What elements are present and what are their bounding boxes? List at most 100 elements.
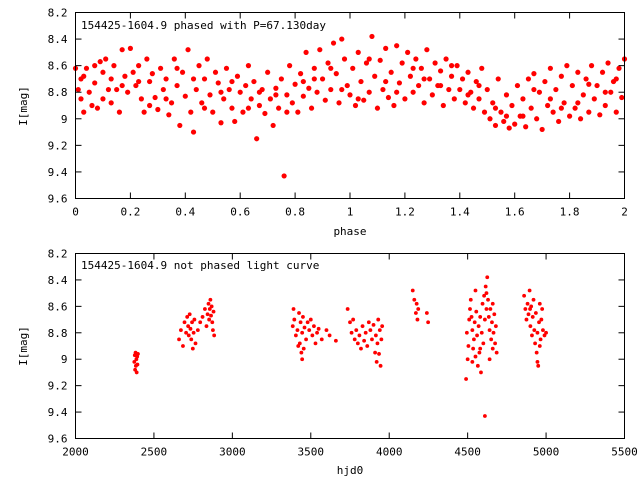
phased-data-point xyxy=(586,109,592,115)
phased-data-point xyxy=(314,89,320,95)
unphased-data-point xyxy=(355,341,360,346)
phased-data-point xyxy=(81,109,87,115)
phased-data-point xyxy=(130,69,136,75)
unphased-data-point xyxy=(319,337,324,342)
phased-data-point xyxy=(619,94,625,101)
phased-data-point xyxy=(210,109,216,115)
phased-y-tick-label: 8.8 xyxy=(48,86,68,99)
unphased-data-point xyxy=(522,293,527,298)
unphased-data-point xyxy=(487,357,492,362)
unphased-data-point xyxy=(371,322,376,327)
phased-data-point xyxy=(575,100,581,106)
phased-x-tick-label: 0.6 xyxy=(230,206,250,219)
unphased-data-point xyxy=(525,301,530,306)
phased-data-point xyxy=(437,68,444,74)
unphased-data-point xyxy=(304,337,308,342)
phased-x-tick-label: 0 xyxy=(72,206,79,219)
unphased-data-point xyxy=(532,328,537,333)
phased-data-point xyxy=(218,89,224,95)
unphased-light-curve-panel: 2000 2500 3000 3500 4000 4500 5000 5500 8.2 8.4 8.… xyxy=(17,248,638,478)
unphased-data-point xyxy=(363,330,368,335)
phased-data-point xyxy=(171,56,177,62)
unphased-data-point xyxy=(186,324,191,329)
phased-data-point xyxy=(193,86,199,93)
unphased-data-point xyxy=(530,315,535,319)
phased-data-point xyxy=(100,69,106,75)
unphased-x-tick-label: 5500 xyxy=(611,446,638,459)
phased-data-point xyxy=(591,96,597,102)
unphased-y-tick-label: 9.4 xyxy=(48,406,68,419)
unphased-data-point xyxy=(530,333,534,338)
phased-data-point xyxy=(402,96,408,102)
phased-data-point xyxy=(394,43,400,49)
unphased-chart-title: 154425-1604.9 not phased light curve xyxy=(81,259,319,272)
phased-data-point xyxy=(201,76,208,82)
phased-data-point xyxy=(185,47,191,53)
unphased-data-point xyxy=(210,320,215,325)
unphased-data-point xyxy=(204,324,209,329)
unphased-data-point xyxy=(528,307,532,311)
phased-data-point xyxy=(111,63,117,69)
unphased-data-point xyxy=(480,301,485,306)
phased-data-point xyxy=(476,82,482,89)
unphased-data-point xyxy=(475,333,479,338)
unphased-data-point xyxy=(540,307,545,311)
unphased-data-point xyxy=(478,315,483,319)
unphased-data-point xyxy=(298,320,303,325)
unphased-data-point xyxy=(186,333,191,338)
phased-data-point xyxy=(179,69,186,75)
phased-data-point xyxy=(380,86,386,93)
phased-data-point xyxy=(190,129,197,135)
unphased-data-point xyxy=(526,312,531,317)
phased-data-point xyxy=(547,96,553,102)
phased-x-tick-label: 0.8 xyxy=(285,206,305,219)
unphased-data-point xyxy=(379,337,384,342)
phased-data-point xyxy=(207,92,213,98)
phased-data-point xyxy=(512,121,518,127)
phased-data-point xyxy=(319,76,326,82)
unphased-data-point xyxy=(486,315,491,319)
phased-data-point xyxy=(506,125,512,131)
unphased-x-tick-label: 2500 xyxy=(141,446,168,459)
phased-data-point xyxy=(105,86,112,93)
phased-data-point xyxy=(432,60,438,66)
unphased-tick-labels: 2000 2500 3000 3500 4000 4500 5000 5500 8.2 8.4 8.… xyxy=(48,248,638,459)
unphased-data-point xyxy=(471,346,476,351)
phased-data-point xyxy=(122,73,128,79)
unphased-x-tick-label: 3500 xyxy=(298,446,325,459)
phased-data-point xyxy=(352,102,359,109)
phased-data-point xyxy=(289,100,295,106)
phased-x-tick-label: 1.4 xyxy=(450,206,470,219)
unphased-data-point xyxy=(187,312,192,317)
unphased-data-point xyxy=(205,312,210,317)
unphased-data-point xyxy=(468,297,473,302)
phased-data-point xyxy=(163,76,169,82)
phased-data-point xyxy=(325,60,331,66)
unphased-data-point xyxy=(312,324,316,329)
phased-data-point xyxy=(149,71,155,77)
unphased-data-point xyxy=(470,328,475,333)
phased-x-tick-label: 1.6 xyxy=(505,206,525,219)
phased-data-point xyxy=(448,63,455,69)
phased-data-point xyxy=(141,109,147,115)
unphased-data-point xyxy=(190,346,195,351)
unphased-data-point xyxy=(492,312,497,317)
phased-data-point xyxy=(243,82,249,89)
phased-data-point xyxy=(385,94,392,101)
phased-data-point xyxy=(166,112,172,118)
unphased-data-point xyxy=(290,324,295,329)
phased-data-point xyxy=(229,78,235,85)
unphased-data-point xyxy=(473,288,478,293)
phased-data-point xyxy=(374,105,381,111)
unphased-data-point xyxy=(368,328,373,333)
phased-data-point xyxy=(372,73,378,79)
phased-data-point xyxy=(133,82,139,89)
unphased-data-point xyxy=(362,338,367,343)
unphased-data-point xyxy=(476,324,481,329)
phased-data-points xyxy=(72,33,628,179)
phased-data-point xyxy=(558,73,564,79)
phased-data-point xyxy=(495,76,501,82)
phased-data-point xyxy=(339,86,345,93)
phased-data-point xyxy=(473,78,479,85)
unphased-data-point xyxy=(533,341,537,346)
